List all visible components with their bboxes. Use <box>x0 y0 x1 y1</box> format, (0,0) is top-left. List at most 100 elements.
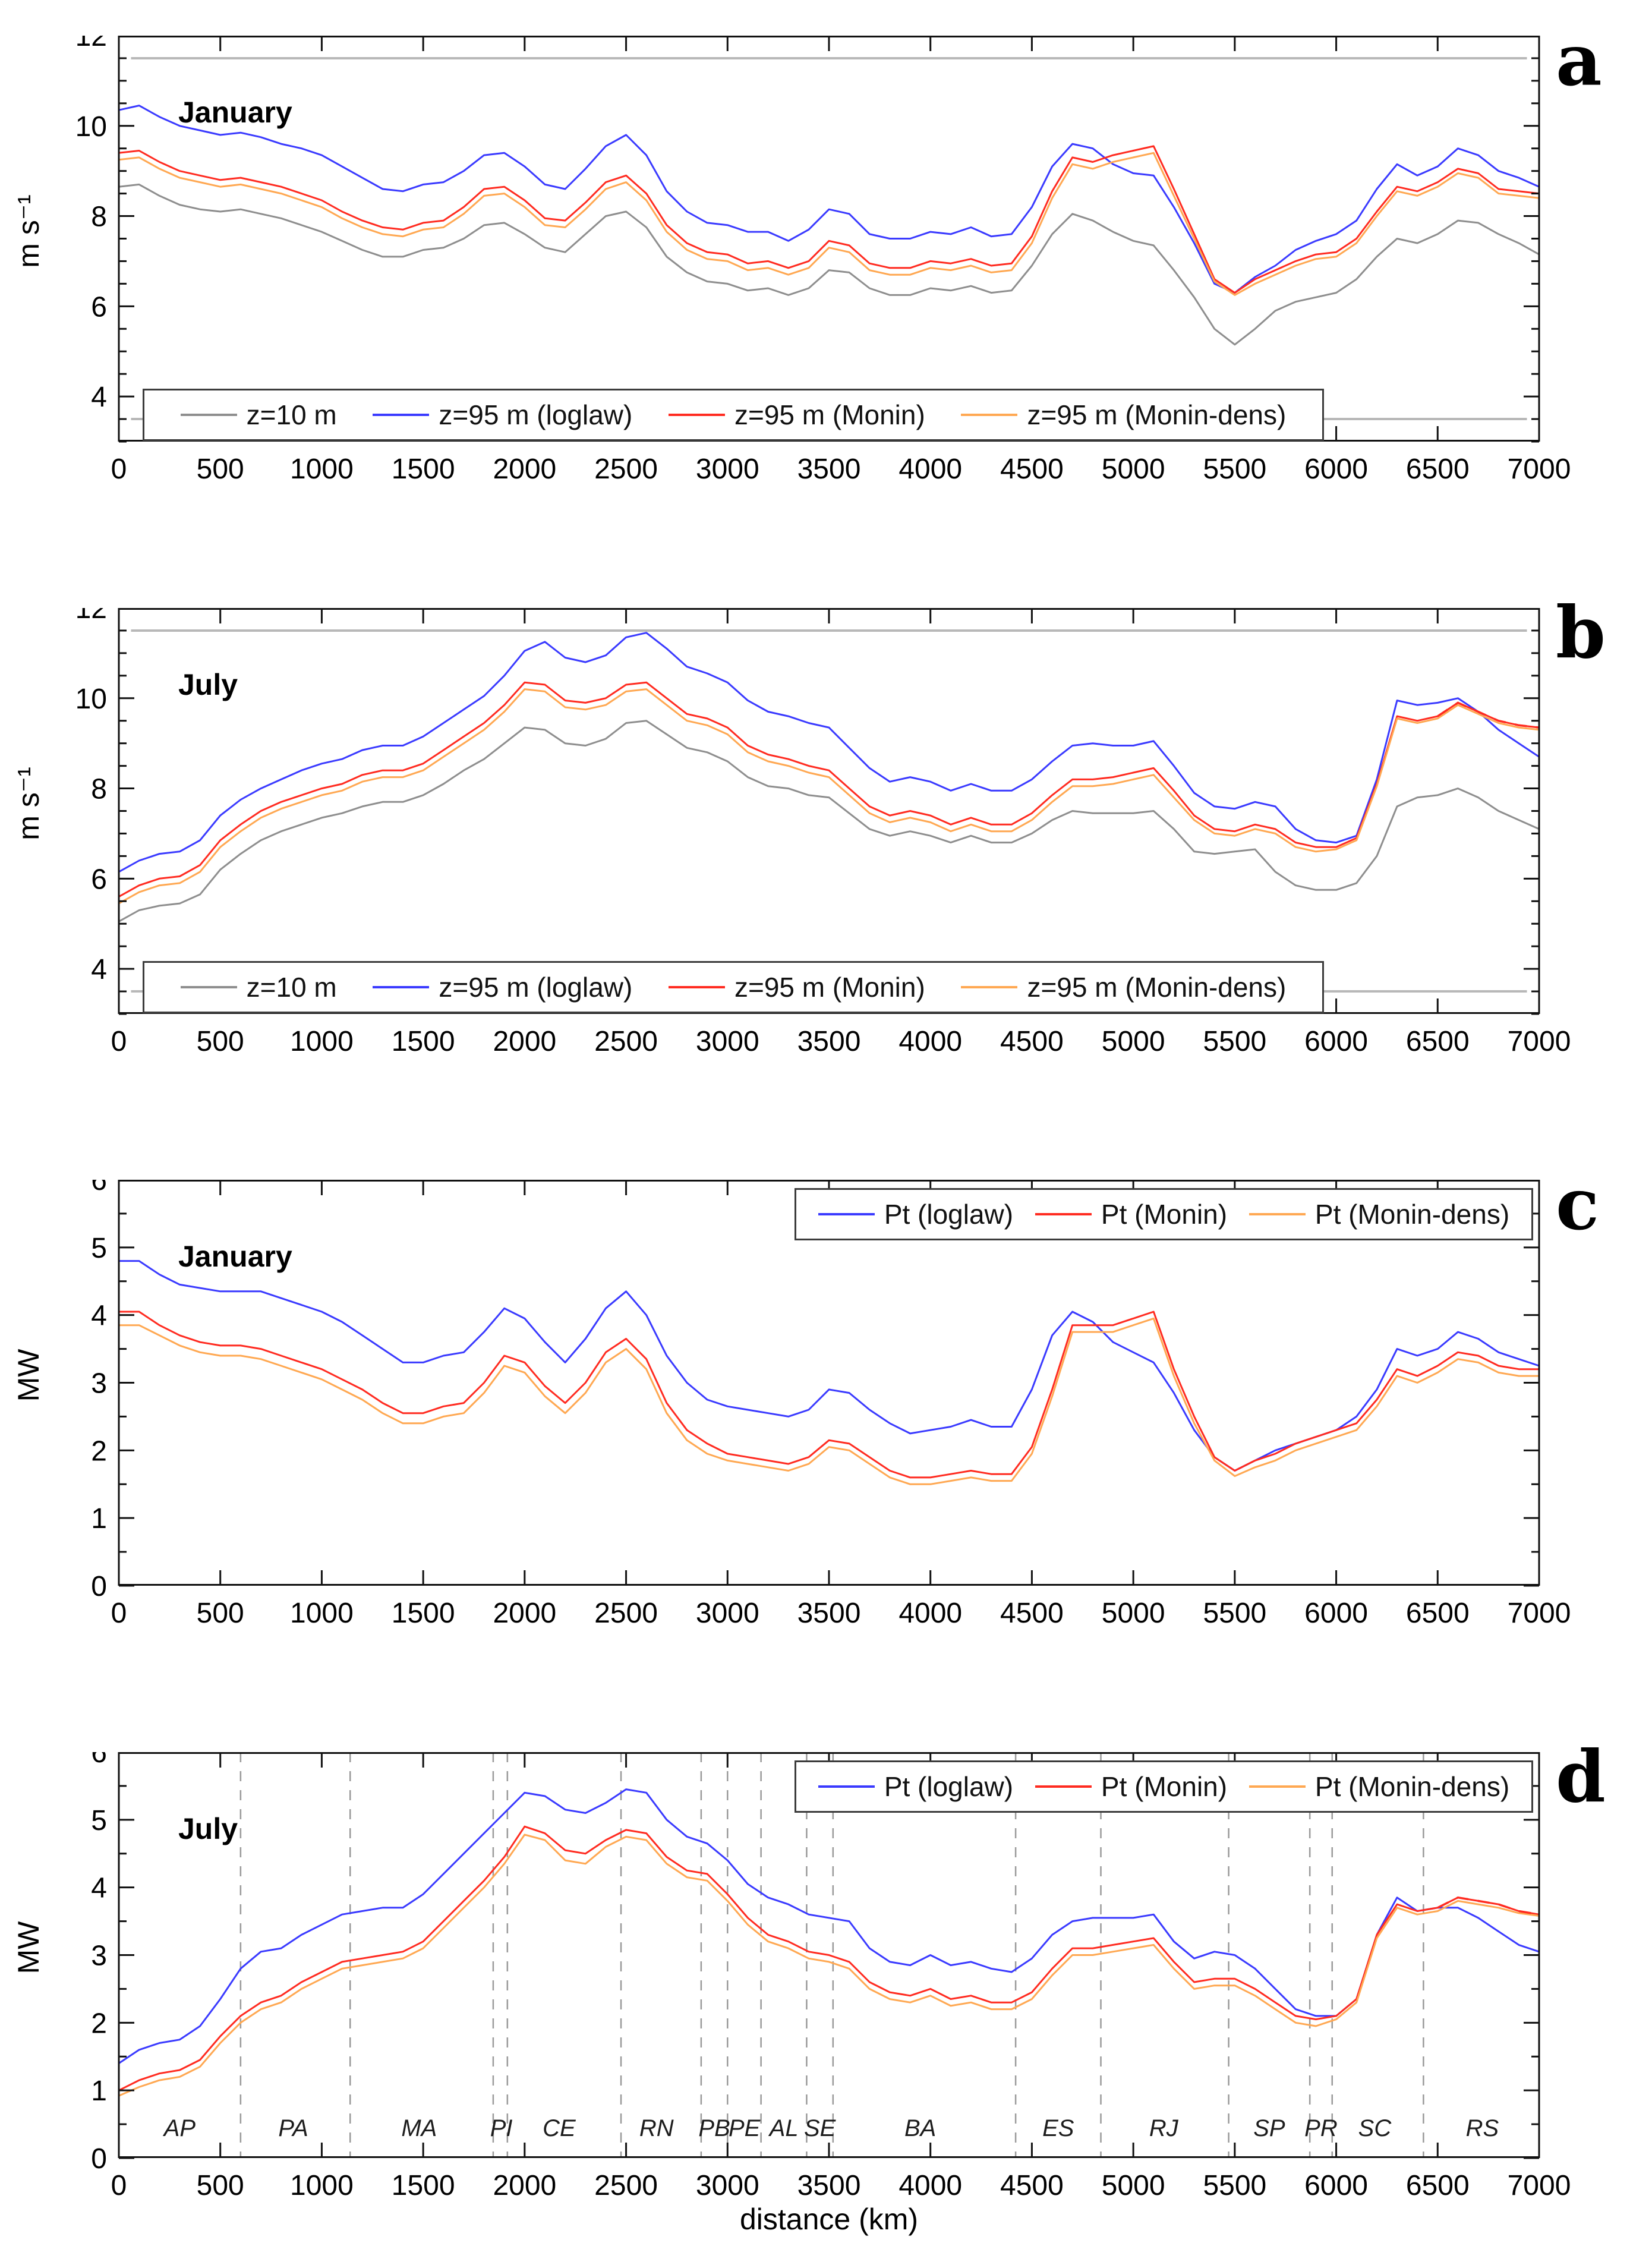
series-line-z=95 m (Monin) <box>118 681 1540 898</box>
x-tick-label: 2000 <box>493 1598 556 1629</box>
y-tick-label: 6 <box>91 1180 107 1196</box>
state-label-RS: RS <box>1466 2115 1499 2141</box>
y-tick-label: 12 <box>75 608 107 625</box>
x-tick-label: 4500 <box>1000 453 1064 485</box>
y-tick-label: 10 <box>75 111 107 143</box>
panel-c-title: January <box>178 1240 292 1273</box>
panel-a-title: January <box>178 96 292 129</box>
x-tick-label: 2000 <box>493 453 556 485</box>
y-tick-label: 8 <box>91 201 107 233</box>
x-tick-label: 4500 <box>1000 1598 1064 1629</box>
x-tick-label: 5500 <box>1203 1598 1266 1629</box>
x-tick-label: 1500 <box>392 1026 455 1057</box>
legend-label: Pt (Monin-dens) <box>1314 1199 1510 1230</box>
x-tick-label: 7000 <box>1508 1026 1571 1057</box>
state-label-PR: PR <box>1304 2115 1338 2141</box>
panel-d: AP PA MA PI CE RN PB PE AL SE BA ES RJ SP PR SC RS 0 500 10… <box>0 1741 1652 2246</box>
y-tick-label: 6 <box>91 864 107 895</box>
x-tick-label: 6500 <box>1406 1026 1470 1057</box>
state-label-MA: MA <box>401 2115 437 2141</box>
y-tick-label: 3 <box>91 1368 107 1400</box>
y-tick-label: 2 <box>91 2008 107 2039</box>
legend-label: z=95 m (Monin-dens) <box>1027 399 1287 430</box>
x-tick-label: 500 <box>197 453 244 485</box>
series-line-Pt (Monin-dens) <box>119 1317 1539 1485</box>
panel-a: 0 500 1000 1500 2000 2500 3000 3500 4000 4500 5000… <box>0 25 1652 606</box>
plot-a: 0 500 1000 1500 2000 2500 3000 3500 4000 4500 5000… <box>75 36 1571 485</box>
panel-d-ylabel: MW <box>12 1921 45 1974</box>
x-tick-label: 5500 <box>1203 2170 1266 2201</box>
legend-entry-z=95 m (Monin-dens): z=95 m (Monin-dens) <box>961 399 1286 431</box>
legend-label: Pt (Monin) <box>1101 1771 1228 1802</box>
state-label-CE: CE <box>543 2115 576 2141</box>
legend-label: z=95 m (loglaw) <box>439 972 633 1003</box>
x-tick-label: 1500 <box>392 453 455 485</box>
panel-d-title: July <box>178 1812 238 1845</box>
legend-entry-Pt (loglaw): Pt (loglaw) <box>818 1198 1013 1230</box>
x-tick-label: 1000 <box>290 453 354 485</box>
state-label-ES: ES <box>1042 2115 1074 2141</box>
legend-line-swatch <box>668 986 725 988</box>
panel-b-letter: b <box>1556 591 1606 675</box>
legend-line-swatch <box>818 1213 875 1215</box>
state-label-PA: PA <box>278 2115 308 2141</box>
x-tick-label: 6500 <box>1406 1598 1470 1629</box>
y-tick-label: 6 <box>91 291 107 323</box>
x-tick-label: 0 <box>111 453 127 485</box>
axes-box <box>118 1180 1540 1586</box>
y-tick-label: 2 <box>91 1435 107 1467</box>
state-label-SE: SE <box>804 2115 837 2141</box>
x-tick-label: 5000 <box>1102 453 1165 485</box>
x-tick-label: 3500 <box>797 2170 861 2201</box>
x-tick-label: 500 <box>197 1598 244 1629</box>
x-tick-label: 4000 <box>898 1026 962 1057</box>
y-tick-label: 1 <box>91 1503 107 1535</box>
x-tick-label: 2500 <box>594 1598 658 1629</box>
panel-b-legend: z=10 m z=95 m (loglaw) z=95 m (Monin) z=95 … <box>143 961 1324 1013</box>
series-line-Pt (loglaw) <box>118 1788 1540 2064</box>
state-label-PB: PB <box>698 2115 730 2141</box>
x-tick-label: 3000 <box>696 1026 759 1057</box>
legend-line-swatch <box>180 414 237 416</box>
x-tick-label: 6000 <box>1304 1026 1368 1057</box>
legend-entry-z=95 m (Monin): z=95 m (Monin) <box>668 399 925 431</box>
legend-line-swatch <box>818 1785 875 1788</box>
legend-entry-Pt (Monin): Pt (Monin) <box>1035 1771 1227 1803</box>
x-tick-label: 1000 <box>290 1598 354 1629</box>
x-tick-label: 3000 <box>696 1598 759 1629</box>
legend-line-swatch <box>1249 1785 1306 1788</box>
x-tick-label: 6000 <box>1304 2170 1368 2201</box>
x-tick-label: 3500 <box>797 453 861 485</box>
x-tick-label: 500 <box>197 2170 244 2201</box>
panel-c: 0 500 1000 1500 2000 2500 3000 3500 4000 4500 5000… <box>0 1169 1652 1750</box>
panel-a-letter: a <box>1556 18 1602 102</box>
x-tick-label: 2500 <box>594 2170 658 2201</box>
panel-b-title: July <box>178 668 238 701</box>
legend-label: z=10 m <box>246 972 337 1003</box>
legend-label: Pt (Monin-dens) <box>1314 1771 1510 1802</box>
x-tick-label: 6500 <box>1406 453 1470 485</box>
series-line-z=95 m (Monin) <box>118 145 1540 294</box>
x-tick-label: 2500 <box>594 453 658 485</box>
state-label-SP: SP <box>1253 2115 1285 2141</box>
series-line-z=95 m (Monin-dens) <box>118 688 1540 905</box>
panel-a-legend: z=10 m z=95 m (loglaw) z=95 m (Monin) z=95 … <box>143 389 1324 441</box>
x-tick-label: 500 <box>197 1026 244 1057</box>
legend-entry-Pt (Monin): Pt (Monin) <box>1035 1198 1227 1230</box>
legend-line-swatch <box>961 986 1018 988</box>
state-label-SC: SC <box>1358 2115 1392 2141</box>
y-tick-label: 8 <box>91 774 107 805</box>
x-tick-label: 1000 <box>290 1026 354 1057</box>
state-label-PE: PE <box>729 2115 761 2141</box>
x-tick-label: 4000 <box>898 453 962 485</box>
x-tick-label: 1500 <box>392 2170 455 2201</box>
x-tick-label: 7000 <box>1508 2170 1571 2201</box>
legend-line-swatch <box>668 414 725 416</box>
legend-line-swatch <box>373 414 430 416</box>
legend-label: z=95 m (Monin) <box>734 399 925 430</box>
legend-entry-z=10 m: z=10 m <box>180 399 337 431</box>
series-overlap-dash <box>1437 1896 1540 1916</box>
y-tick-label: 4 <box>91 382 107 413</box>
x-tick-label: 3500 <box>797 1598 861 1629</box>
